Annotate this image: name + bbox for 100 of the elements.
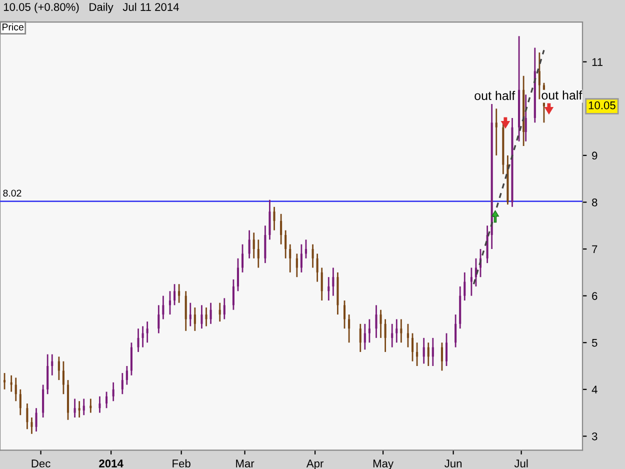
candlestick — [162, 295, 164, 320]
candlestick — [454, 314, 457, 348]
candlestick — [137, 328, 140, 353]
candlestick — [332, 267, 334, 297]
x-tick-label: 2014 — [99, 460, 124, 468]
candlestick — [106, 391, 108, 409]
candlestick — [205, 306, 208, 327]
candlestick — [416, 342, 418, 367]
candlestick — [400, 318, 402, 344]
candlestick — [284, 230, 287, 260]
candlestick — [406, 323, 409, 348]
candlestick — [252, 232, 255, 260]
candlestick — [210, 302, 212, 325]
candlestick — [121, 372, 124, 395]
candlestick — [427, 342, 430, 367]
candlestick — [273, 206, 276, 231]
candlestick — [289, 244, 292, 274]
annotation: out half — [542, 90, 582, 100]
chart-title: 10.05 (+0.80%) Daily Jul 11 2014 — [4, 2, 179, 14]
y-tick-label: 7 — [592, 245, 598, 254]
candlestick — [422, 337, 425, 364]
candlestick — [440, 342, 443, 372]
candlestick — [296, 252, 298, 278]
candlestick — [112, 382, 114, 402]
candlestick — [396, 318, 398, 344]
candlestick — [495, 108, 498, 156]
candlestick — [368, 318, 370, 344]
candlestick — [142, 326, 144, 348]
candlestick — [184, 290, 187, 332]
candlestick — [264, 224, 266, 264]
x-tick-label: Jun — [444, 460, 462, 468]
candlestick — [58, 356, 60, 381]
candlestick — [411, 332, 414, 362]
candlestick — [218, 302, 221, 322]
y-axis-title: Price — [2, 23, 24, 30]
candlestick — [268, 199, 271, 240]
candlestick — [168, 290, 172, 316]
candlestick — [320, 267, 323, 302]
candlestick — [46, 354, 49, 395]
candlestick — [35, 407, 38, 432]
candlestick — [486, 224, 488, 264]
candlestick — [232, 278, 234, 311]
candlestick — [146, 320, 148, 344]
candlestick — [328, 276, 330, 302]
candlestick — [524, 94, 527, 142]
candlestick — [200, 304, 203, 330]
candlestick — [78, 400, 80, 418]
candlestick — [130, 342, 132, 376]
candlestick — [74, 398, 76, 418]
candlestick — [126, 365, 128, 386]
text: 10.05 — [588, 101, 616, 110]
candlestick — [359, 323, 362, 353]
candlestick — [380, 309, 382, 339]
candlestick — [194, 306, 196, 332]
y-tick-label: 6 — [592, 292, 598, 300]
candlestick — [174, 283, 176, 306]
candlestick — [312, 244, 314, 268]
y-tick-label: 8 — [592, 198, 598, 206]
candlestick — [51, 354, 54, 376]
candlestick — [375, 304, 378, 339]
candlestick — [384, 318, 386, 353]
candlestick — [248, 230, 250, 260]
y-tick-label: 11 — [592, 58, 603, 66]
candlestick — [189, 302, 192, 327]
y-tick-label: 4 — [592, 386, 598, 394]
ref-line-label: 8.02 — [3, 190, 22, 197]
candlestick — [464, 272, 466, 302]
candlestick — [242, 244, 244, 274]
candlestick — [158, 304, 160, 334]
candlestick — [364, 323, 366, 350]
candlestick — [223, 297, 226, 320]
y-tick-label: 9 — [592, 152, 598, 160]
candlestick — [445, 332, 448, 367]
candlestick — [42, 384, 44, 418]
annotation: out half — [474, 90, 516, 100]
candlestick — [82, 398, 85, 416]
candlestick — [236, 258, 240, 292]
candlestick — [432, 337, 434, 367]
candlestick — [26, 402, 28, 430]
candlestick — [280, 213, 282, 246]
candlestick — [4, 372, 6, 390]
x-tick-label: Dec — [32, 460, 50, 468]
y-tick-label: 3 — [592, 432, 598, 440]
candlestick — [391, 323, 394, 348]
candlestick — [343, 300, 346, 330]
candlestick — [300, 244, 302, 274]
candlestick — [470, 267, 472, 297]
candlestick — [348, 314, 350, 344]
x-tick-label: Mar — [236, 460, 254, 468]
candlestick — [14, 377, 17, 402]
candlestick — [257, 238, 260, 268]
x-tick-label: Feb — [172, 459, 190, 468]
candlestick — [178, 283, 180, 304]
x-tick-label: Jul — [514, 459, 528, 468]
y-tick-label: 5 — [592, 338, 598, 347]
candlestick — [62, 360, 64, 395]
candlestick — [316, 252, 318, 282]
candlestick — [19, 388, 22, 416]
candlestick — [30, 416, 33, 435]
candlestick — [304, 238, 307, 260]
